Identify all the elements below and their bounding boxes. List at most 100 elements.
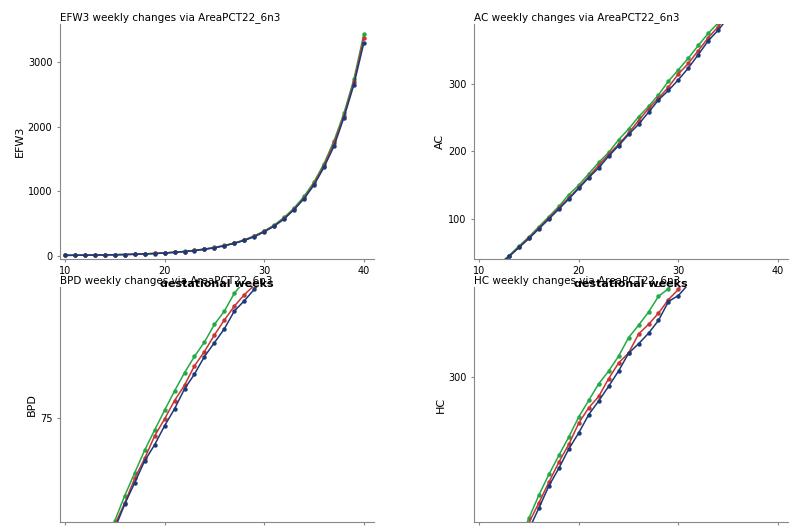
Text: AC weekly changes via AreaPCT22_6n3: AC weekly changes via AreaPCT22_6n3	[474, 12, 680, 23]
1	[763, 204, 773, 210]
3	[734, 0, 743, 2]
1	[554, 206, 564, 212]
3	[219, 242, 229, 249]
3	[130, 251, 139, 258]
1	[339, 114, 349, 121]
3	[230, 240, 239, 246]
Line: 3: 3	[477, 0, 780, 281]
Line: 3: 3	[62, 151, 366, 530]
Line: 1: 1	[62, 169, 366, 530]
3	[754, 188, 763, 195]
2	[259, 228, 269, 235]
1	[734, 4, 743, 10]
3	[634, 322, 643, 329]
2	[734, 0, 743, 5]
1	[574, 430, 584, 436]
1	[290, 206, 299, 213]
1	[70, 252, 80, 259]
1	[654, 97, 663, 103]
1	[279, 216, 289, 222]
2	[290, 206, 299, 213]
3	[170, 388, 179, 394]
3	[219, 308, 229, 314]
3	[554, 203, 564, 209]
2	[110, 252, 119, 258]
1	[564, 196, 574, 202]
3	[524, 515, 534, 521]
3	[250, 267, 259, 273]
3	[594, 159, 603, 165]
1	[230, 308, 239, 314]
2	[170, 249, 179, 255]
2	[140, 251, 150, 257]
Y-axis label: BPD: BPD	[27, 393, 37, 416]
1	[703, 38, 713, 44]
1	[654, 317, 663, 323]
3	[683, 55, 693, 61]
3	[239, 237, 249, 243]
2	[594, 162, 603, 169]
2	[110, 522, 119, 528]
1	[614, 368, 623, 374]
1	[210, 340, 219, 346]
3	[180, 248, 190, 254]
2	[339, 113, 349, 119]
2	[160, 250, 170, 256]
Line: 2: 2	[62, 36, 366, 258]
3	[110, 517, 119, 524]
2	[683, 60, 693, 67]
3	[683, 263, 693, 269]
2	[239, 237, 249, 243]
1	[474, 276, 484, 282]
2	[584, 404, 594, 411]
2	[634, 331, 643, 337]
2	[219, 317, 229, 323]
2	[359, 163, 369, 169]
3	[299, 206, 309, 212]
2	[250, 233, 259, 240]
2	[554, 459, 564, 465]
2	[339, 178, 349, 184]
3	[604, 368, 614, 374]
1	[594, 398, 603, 404]
2	[723, 231, 733, 237]
2	[564, 195, 574, 201]
1	[349, 82, 358, 88]
1	[774, 198, 783, 205]
1	[130, 251, 139, 258]
2	[230, 240, 239, 246]
3	[310, 200, 319, 206]
2	[80, 252, 90, 258]
3	[279, 214, 289, 220]
1	[743, 223, 753, 229]
3	[664, 78, 674, 84]
2	[180, 249, 190, 255]
3	[514, 243, 524, 249]
1	[160, 250, 170, 256]
3	[170, 249, 179, 255]
3	[339, 110, 349, 117]
2	[329, 186, 338, 192]
3	[160, 407, 170, 413]
2	[310, 211, 319, 217]
1	[664, 87, 674, 94]
2	[90, 252, 100, 258]
3	[259, 254, 269, 260]
1	[130, 480, 139, 486]
2	[200, 246, 210, 252]
3	[250, 233, 259, 239]
1	[604, 383, 614, 390]
3	[130, 470, 139, 476]
3	[100, 252, 110, 258]
1	[604, 153, 614, 160]
1	[329, 198, 338, 205]
1	[594, 165, 603, 171]
3	[674, 272, 683, 278]
3	[554, 452, 564, 458]
1	[514, 244, 524, 251]
3	[339, 161, 349, 167]
1	[644, 330, 654, 337]
1	[349, 182, 358, 189]
1	[723, 14, 733, 21]
2	[60, 252, 70, 259]
